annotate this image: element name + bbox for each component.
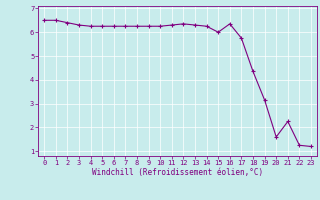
X-axis label: Windchill (Refroidissement éolien,°C): Windchill (Refroidissement éolien,°C) bbox=[92, 168, 263, 177]
